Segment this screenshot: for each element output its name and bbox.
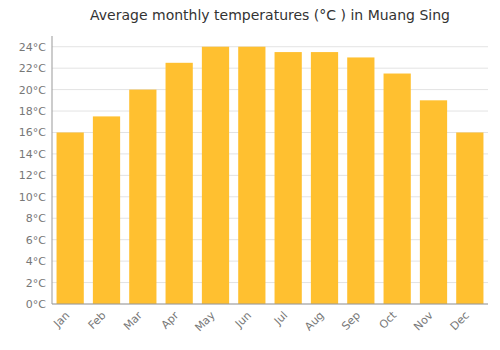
y-tick-label: 6°C — [26, 234, 46, 247]
y-tick-label: 14°C — [19, 148, 46, 161]
bar — [456, 132, 483, 304]
grid-line — [52, 68, 488, 69]
x-tick-label: Feb — [86, 309, 109, 332]
grid-line — [52, 89, 488, 90]
y-tick-label: 16°C — [19, 126, 46, 139]
y-tick-label: 18°C — [19, 105, 46, 118]
x-tick-label: Oct — [377, 308, 400, 331]
y-tick-label: 22°C — [19, 62, 46, 75]
bar — [202, 47, 229, 304]
y-tick-label: 0°C — [26, 298, 46, 311]
y-tick-label: 4°C — [26, 255, 46, 268]
bar — [420, 100, 447, 304]
chart-svg: Average monthly temperatures (°C ) in Mu… — [0, 0, 500, 350]
y-tick-label: 2°C — [26, 277, 46, 290]
bar — [384, 74, 411, 304]
x-tick-label: Apr — [159, 309, 182, 332]
y-tick-label: 10°C — [19, 191, 46, 204]
bar — [275, 52, 302, 304]
y-tick-label: 12°C — [19, 169, 46, 182]
x-tick-label: Sep — [339, 309, 363, 333]
bar — [347, 57, 374, 304]
bar — [311, 52, 338, 304]
y-tick-label: 24°C — [19, 41, 46, 54]
x-tick-label: Mar — [121, 309, 145, 333]
x-tick-label: May — [192, 309, 218, 335]
y-tick-label: 20°C — [19, 84, 46, 97]
bar — [93, 116, 120, 304]
bars — [57, 47, 484, 304]
chart-container: Average monthly temperatures (°C ) in Mu… — [0, 0, 500, 350]
x-tick-label: Aug — [302, 309, 326, 333]
x-axis-line — [52, 304, 488, 305]
y-axis-line — [52, 36, 53, 304]
grid — [52, 47, 488, 304]
bar — [129, 90, 156, 304]
y-tick-label: 8°C — [26, 212, 46, 225]
bar — [57, 132, 84, 304]
chart-title: Average monthly temperatures (°C ) in Mu… — [90, 7, 450, 23]
x-tick-label: Jun — [232, 309, 254, 331]
x-tick-label: Nov — [411, 309, 436, 334]
x-tick-label: Jan — [50, 309, 72, 331]
bar — [166, 63, 193, 304]
x-tick-label: Jul — [271, 309, 290, 328]
grid-line — [52, 304, 488, 305]
x-tick-label: Dec — [448, 309, 472, 333]
grid-line — [52, 46, 488, 47]
bar — [238, 47, 265, 304]
